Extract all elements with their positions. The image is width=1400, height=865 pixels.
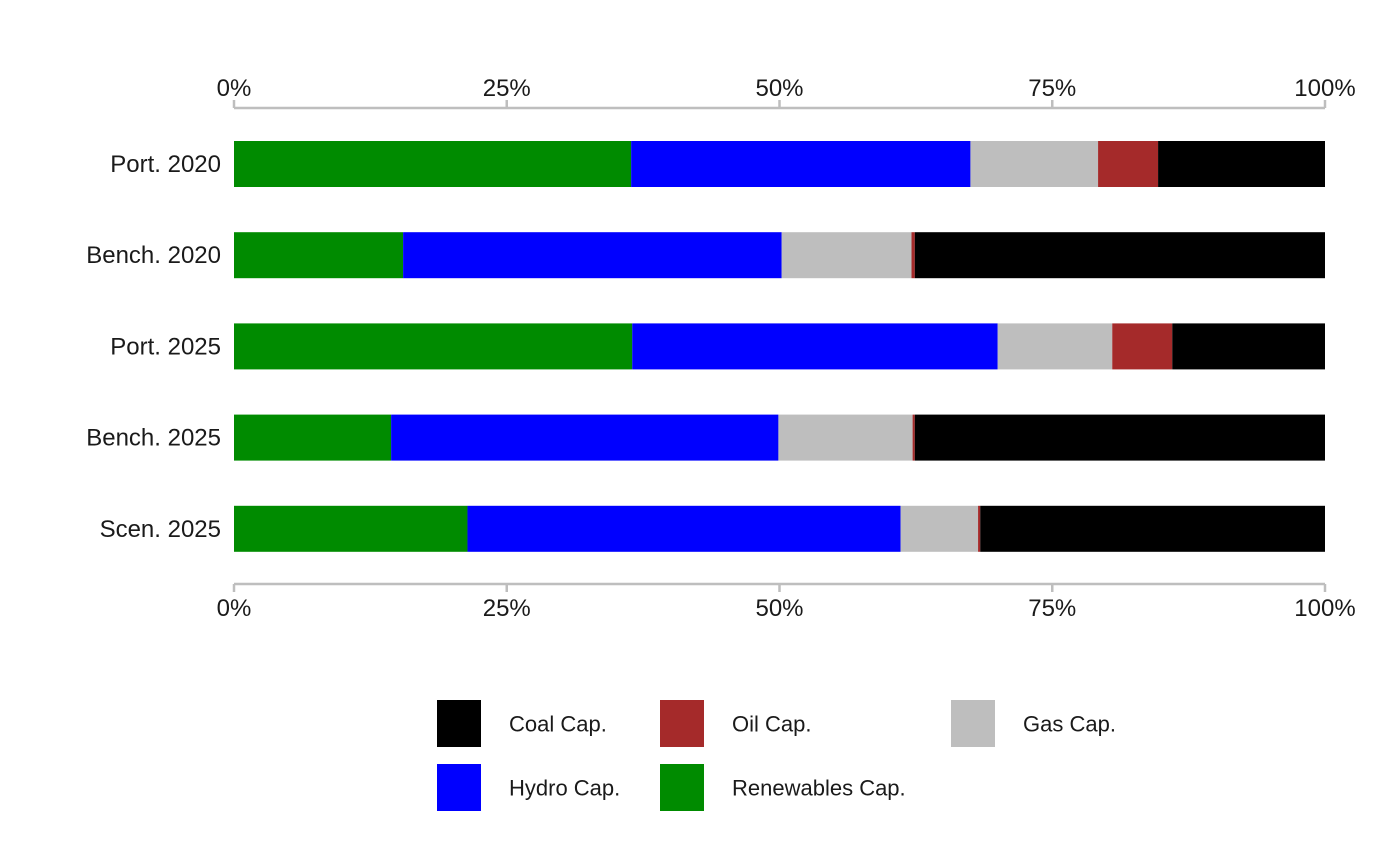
legend-item: Renewables Cap. <box>660 764 906 811</box>
bar-segment-oil-cap <box>1098 141 1159 187</box>
bar-segment-renewables-cap <box>234 323 633 370</box>
bar-segment-oil-cap <box>1112 323 1173 370</box>
bar-segment-renewables-cap <box>234 414 392 461</box>
bar-segment-coal-cap <box>914 232 1325 279</box>
bar-segment-coal-cap <box>1172 323 1325 370</box>
bar-segment-hydro-cap <box>467 505 901 552</box>
top-axis-tick-label: 50% <box>755 75 803 102</box>
bar-segment-gas-cap <box>900 505 979 552</box>
bar-segment-coal-cap <box>914 414 1325 461</box>
bottom-axis-tick-label: 0% <box>217 595 252 622</box>
legend-swatch <box>660 700 704 747</box>
legend-item: Oil Cap. <box>660 700 811 747</box>
bar-segment-oil-cap <box>912 414 915 461</box>
bar-segment-renewables-cap <box>234 232 404 279</box>
bar-segment-gas-cap <box>781 232 912 279</box>
legend-label: Renewables Cap. <box>732 776 906 801</box>
bar-segment-gas-cap <box>970 141 1099 187</box>
bottom-axis-tick-label: 75% <box>1028 595 1076 622</box>
legend-swatch <box>437 700 481 747</box>
category-label: Port. 2020 <box>110 151 221 178</box>
bar-segment-oil-cap <box>978 505 981 552</box>
category-label: Bench. 2020 <box>86 242 221 269</box>
bar-segment-renewables-cap <box>234 141 632 187</box>
bar-row <box>234 232 1325 279</box>
bar-segment-hydro-cap <box>391 414 779 461</box>
category-label: Bench. 2025 <box>86 425 221 452</box>
legend-item: Gas Cap. <box>951 700 1116 747</box>
bar-segment-hydro-cap <box>632 323 998 370</box>
bar-segment-gas-cap <box>997 323 1113 370</box>
legend-label: Hydro Cap. <box>509 776 620 801</box>
top-axis-tick-label: 25% <box>483 75 531 102</box>
bar-segment-coal-cap <box>1158 141 1325 187</box>
legend-item: Coal Cap. <box>437 700 607 747</box>
bottom-axis-tick-label: 25% <box>483 595 531 622</box>
category-label: Port. 2025 <box>110 333 221 360</box>
bars-area <box>234 141 1325 552</box>
legend-label: Coal Cap. <box>509 712 607 737</box>
legend: Coal Cap. Oil Cap. Gas Cap. Hydro Cap. Renew… <box>437 700 1116 811</box>
bar-segment-hydro-cap <box>403 232 782 279</box>
bar-row <box>234 505 1325 552</box>
legend-swatch <box>437 764 481 811</box>
category-label: Scen. 2025 <box>100 516 221 543</box>
legend-swatch <box>951 700 995 747</box>
top-axis-tick-label: 75% <box>1028 75 1076 102</box>
bar-segment-coal-cap <box>980 505 1325 552</box>
bar-segment-gas-cap <box>778 414 913 461</box>
bar-segment-hydro-cap <box>631 141 971 187</box>
bottom-x-axis: 0% 25% 50% 75% 100% <box>217 582 1356 622</box>
bar-row <box>234 141 1325 187</box>
legend-label: Gas Cap. <box>1023 712 1116 737</box>
legend-label: Oil Cap. <box>732 712 811 737</box>
bottom-axis-tick-label: 50% <box>755 595 803 622</box>
top-axis-tick-label: 0% <box>217 75 252 102</box>
bar-segment-renewables-cap <box>234 505 468 552</box>
legend-item: Hydro Cap. <box>437 764 620 811</box>
top-x-axis: 0% 25% 50% 75% 100% <box>217 75 1356 110</box>
bar-segment-oil-cap <box>911 232 915 279</box>
bar-row <box>234 414 1325 461</box>
top-axis-tick-label: 100% <box>1294 75 1355 102</box>
bottom-axis-tick-label: 100% <box>1294 595 1355 622</box>
legend-swatch <box>660 764 704 811</box>
bar-row <box>234 323 1325 370</box>
category-labels: Port. 2020 Bench. 2020 Port. 2025 Bench. 20… <box>86 151 221 543</box>
